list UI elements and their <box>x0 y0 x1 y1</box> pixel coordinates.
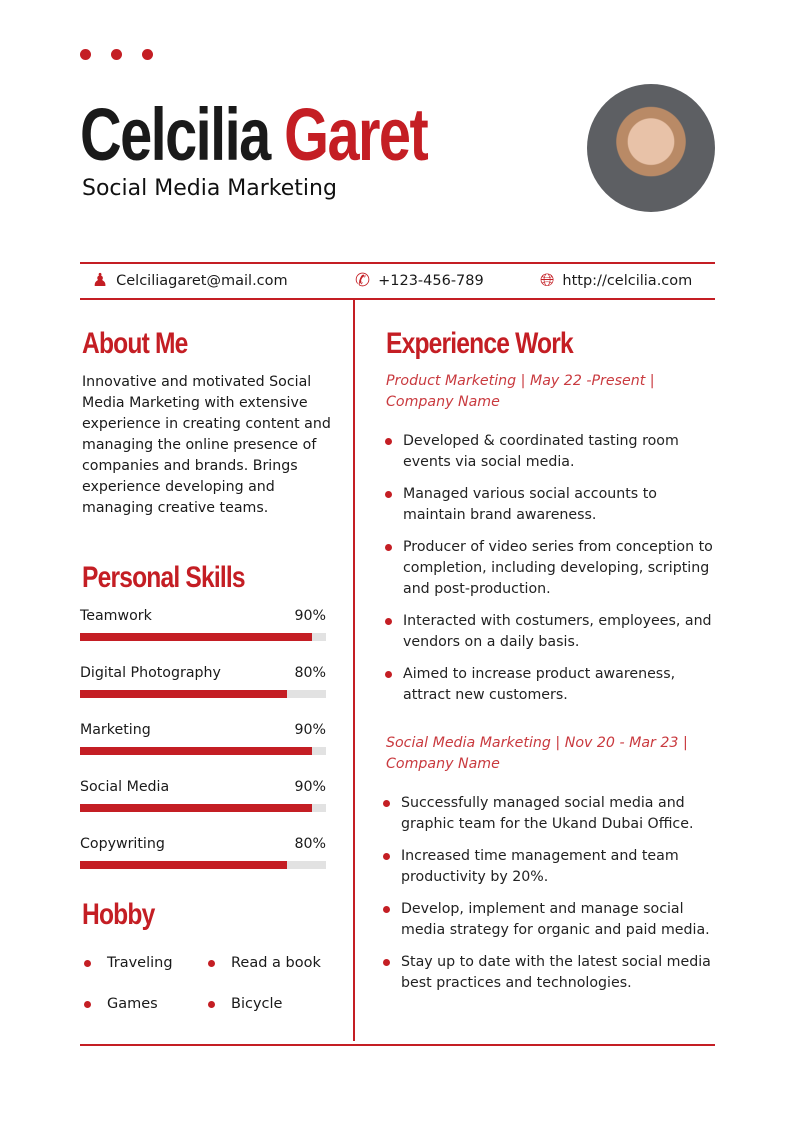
skill-label: Marketing <box>80 722 151 738</box>
last-name: Garet <box>284 93 429 176</box>
divider <box>80 262 715 264</box>
hobby-label: Games <box>107 996 158 1012</box>
job-bullet: Producer of video series from conception… <box>385 537 715 600</box>
profile-photo <box>587 84 715 212</box>
bullet-icon <box>208 959 215 967</box>
hobby-item: Games <box>84 996 158 1012</box>
contact-email: ♟ Celciliagaret@mail.com <box>92 272 288 290</box>
skill-bar-fill <box>80 861 287 869</box>
job-title: Social Media Marketing <box>82 176 337 201</box>
skill-item: Marketing 90% <box>80 722 326 755</box>
hobby-item: Bicycle <box>208 996 282 1012</box>
globe-icon: 🌐︎ <box>540 270 555 291</box>
skill-item: Social Media 90% <box>80 779 326 812</box>
decorative-dot <box>142 49 153 60</box>
skill-bar-fill <box>80 804 313 812</box>
skill-bar-fill <box>80 690 287 698</box>
phone-icon: ✆ <box>355 270 371 291</box>
skill-bar-track <box>80 747 326 755</box>
skill-percent: 80% <box>294 665 326 681</box>
job-bullets-2: Successfully managed social media and gr… <box>383 793 713 1005</box>
decorative-dot <box>80 49 91 60</box>
bullet-icon <box>84 959 91 967</box>
about-heading: About Me <box>82 327 188 360</box>
job-title-2: Social Media Marketing | Nov 20 - Mar 23… <box>386 735 688 772</box>
job-bullet: Developed & coordinated tasting room eve… <box>385 431 715 473</box>
skill-bar-track <box>80 804 326 812</box>
phone-text: +123-456-789 <box>378 273 484 289</box>
job-bullet: Aimed to increase product awareness, att… <box>385 664 715 706</box>
skill-percent: 90% <box>294 608 326 624</box>
about-text: Innovative and motivated Social Media Ma… <box>82 374 331 516</box>
divider <box>80 1044 715 1046</box>
hobby-label: Bicycle <box>231 996 283 1012</box>
website-text: http://celcilia.com <box>562 273 693 289</box>
hobby-item: Traveling <box>84 955 173 971</box>
skill-item: Copywriting 80% <box>80 836 326 869</box>
skill-item: Teamwork 90% <box>80 608 326 641</box>
bullet-icon <box>208 1000 215 1008</box>
job-bullet: Managed various social accounts to maint… <box>385 484 715 526</box>
skill-percent: 90% <box>294 722 326 738</box>
skill-label: Social Media <box>80 779 170 795</box>
hobby-label: Traveling <box>107 955 173 971</box>
hobby-label: Read a book <box>231 955 321 971</box>
job-bullet: Increased time management and team produ… <box>383 846 713 888</box>
person-icon: ♟ <box>92 270 109 291</box>
skill-label: Digital Photography <box>80 665 221 681</box>
skill-percent: 80% <box>294 836 326 852</box>
skill-percent: 90% <box>294 779 326 795</box>
job-title-1: Product Marketing | May 22 -Present | Co… <box>386 373 655 410</box>
first-name: Celcilia <box>80 93 271 176</box>
skill-label: Copywriting <box>80 836 165 852</box>
divider <box>80 298 715 300</box>
skill-bar-fill <box>80 633 313 641</box>
job-bullets-1: Developed & coordinated tasting room eve… <box>385 431 715 717</box>
job-bullet: Successfully managed social media and gr… <box>383 793 713 835</box>
column-divider <box>353 299 355 1041</box>
skill-item: Digital Photography 80% <box>80 665 326 698</box>
skill-bar-track <box>80 861 326 869</box>
contact-phone: ✆ +123-456-789 <box>355 272 484 290</box>
hobby-item: Read a book <box>208 955 321 971</box>
hobby-heading: Hobby <box>82 898 155 931</box>
skill-bar-fill <box>80 747 313 755</box>
skill-bar-track <box>80 633 326 641</box>
job-bullet: Develop, implement and manage social med… <box>383 899 713 941</box>
experience-heading: Experience Work <box>386 327 574 360</box>
skills-heading: Personal Skills <box>82 561 246 594</box>
contact-website: 🌐︎ http://celcilia.com <box>540 272 692 290</box>
skill-bar-track <box>80 690 326 698</box>
bullet-icon <box>84 1000 91 1008</box>
job-bullet: Stay up to date with the latest social m… <box>383 952 713 994</box>
email-text: Celciliagaret@mail.com <box>116 273 288 289</box>
skill-label: Teamwork <box>80 608 152 624</box>
full-name: Celcilia Garet <box>80 92 429 177</box>
job-bullet: Interacted with costumers, employees, an… <box>385 611 715 653</box>
decorative-dot <box>111 49 122 60</box>
